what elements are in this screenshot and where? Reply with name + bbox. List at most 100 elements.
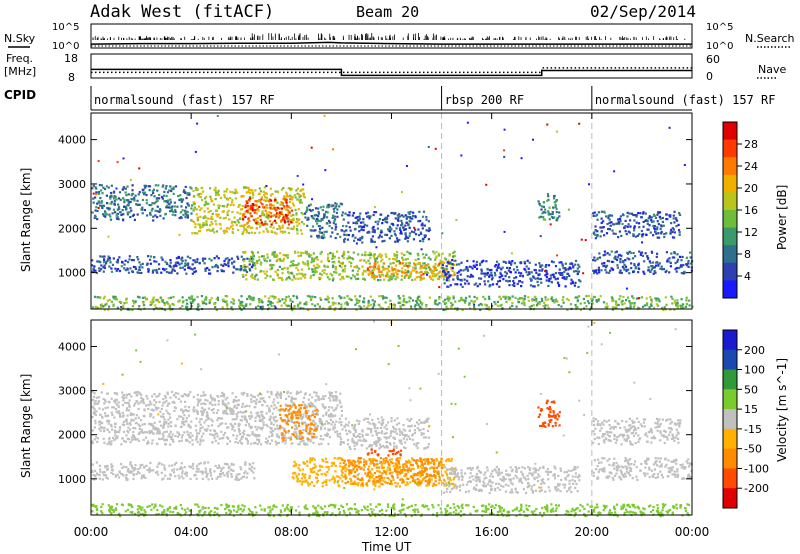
data-pixel bbox=[211, 212, 214, 216]
data-pixel bbox=[532, 138, 535, 141]
data-pixel bbox=[114, 195, 117, 198]
data-pixel bbox=[180, 394, 183, 397]
data-pixel bbox=[328, 396, 331, 400]
data-pixel bbox=[251, 276, 255, 279]
data-pixel bbox=[122, 396, 126, 400]
data-pixel bbox=[454, 300, 457, 303]
data-pixel bbox=[97, 396, 101, 399]
data-pixel bbox=[368, 217, 371, 220]
data-pixel bbox=[379, 305, 382, 308]
data-pixel bbox=[94, 209, 97, 212]
data-pixel bbox=[398, 270, 401, 273]
data-pixel bbox=[502, 260, 505, 263]
data-pixel bbox=[427, 229, 430, 233]
data-pixel bbox=[196, 232, 199, 235]
data-pixel bbox=[601, 262, 604, 265]
data-pixel bbox=[373, 277, 376, 281]
data-pixel bbox=[211, 229, 214, 232]
data-pixel bbox=[303, 442, 306, 445]
data-pixel bbox=[223, 395, 226, 398]
data-pixel bbox=[156, 299, 159, 303]
data-pixel bbox=[409, 297, 412, 300]
data-pixel bbox=[409, 210, 412, 213]
data-pixel bbox=[206, 207, 209, 210]
data-pixel bbox=[343, 240, 346, 243]
data-pixel bbox=[434, 266, 437, 270]
data-pixel bbox=[300, 435, 304, 438]
data-pixel bbox=[283, 439, 286, 442]
data-pixel bbox=[414, 216, 417, 219]
data-pixel bbox=[219, 196, 223, 200]
data-pixel bbox=[626, 211, 629, 214]
data-pixel bbox=[435, 250, 438, 253]
data-pixel bbox=[266, 439, 270, 443]
data-pixel bbox=[672, 214, 675, 217]
data-pixel bbox=[185, 420, 188, 423]
data-pixel bbox=[127, 393, 131, 396]
data-pixel bbox=[289, 198, 292, 201]
data-pixel bbox=[321, 226, 324, 229]
data-pixel bbox=[235, 437, 238, 440]
data-pixel bbox=[217, 403, 220, 406]
data-pixel bbox=[231, 262, 234, 265]
data-pixel bbox=[640, 241, 643, 244]
data-pixel bbox=[657, 298, 661, 301]
data-pixel bbox=[164, 420, 168, 424]
data-pixel bbox=[631, 257, 635, 260]
data-pixel bbox=[258, 301, 261, 304]
data-pixel bbox=[330, 205, 333, 208]
data-pixel bbox=[118, 191, 122, 194]
data-pixel bbox=[194, 261, 197, 264]
data-pixel bbox=[165, 185, 168, 188]
data-pixel bbox=[157, 437, 161, 441]
data-pixel bbox=[110, 184, 113, 187]
data-pixel bbox=[458, 299, 461, 303]
data-pixel bbox=[348, 214, 351, 217]
data-pixel bbox=[309, 424, 312, 427]
data-pixel bbox=[185, 263, 188, 266]
data-pixel bbox=[637, 211, 640, 215]
data-pixel bbox=[242, 251, 245, 254]
data-pixel bbox=[387, 279, 390, 282]
data-pixel bbox=[180, 205, 183, 208]
data-pixel bbox=[660, 268, 663, 271]
data-pixel bbox=[425, 304, 428, 307]
data-pixel bbox=[254, 401, 258, 404]
data-pixel bbox=[676, 306, 679, 309]
data-pixel bbox=[281, 426, 284, 429]
data-pixel bbox=[145, 193, 148, 197]
data-pixel bbox=[276, 396, 279, 399]
data-pixel bbox=[129, 267, 132, 270]
data-pixel bbox=[242, 195, 245, 198]
data-pixel bbox=[486, 271, 489, 275]
data-pixel bbox=[404, 264, 407, 267]
data-pixel bbox=[387, 214, 390, 217]
data-pixel bbox=[384, 220, 387, 223]
data-pixel bbox=[216, 114, 219, 117]
data-pixel bbox=[467, 282, 470, 285]
data-pixel bbox=[307, 252, 310, 256]
data-pixel bbox=[395, 256, 399, 259]
data-pixel bbox=[258, 256, 261, 259]
data-pixel bbox=[205, 229, 209, 232]
data-pixel bbox=[445, 272, 448, 275]
data-pixel bbox=[162, 434, 165, 438]
data-pixel bbox=[137, 402, 140, 405]
data-pixel bbox=[269, 300, 273, 304]
data-pixel bbox=[546, 304, 549, 307]
data-pixel bbox=[395, 271, 398, 274]
data-pixel bbox=[454, 283, 457, 286]
data-pixel bbox=[142, 300, 145, 304]
data-pixel bbox=[143, 296, 147, 299]
cpid-segment-label: normalsound (fast) 157 RF bbox=[595, 93, 776, 107]
data-pixel bbox=[152, 300, 155, 303]
data-pixel bbox=[227, 402, 230, 405]
data-pixel bbox=[281, 272, 284, 275]
data-pixel bbox=[155, 395, 158, 398]
data-pixel bbox=[320, 273, 323, 276]
data-pixel bbox=[258, 416, 261, 419]
data-pixel bbox=[356, 270, 360, 273]
data-pixel bbox=[316, 236, 319, 239]
data-pixel bbox=[361, 253, 364, 256]
data-pixel bbox=[290, 271, 293, 274]
